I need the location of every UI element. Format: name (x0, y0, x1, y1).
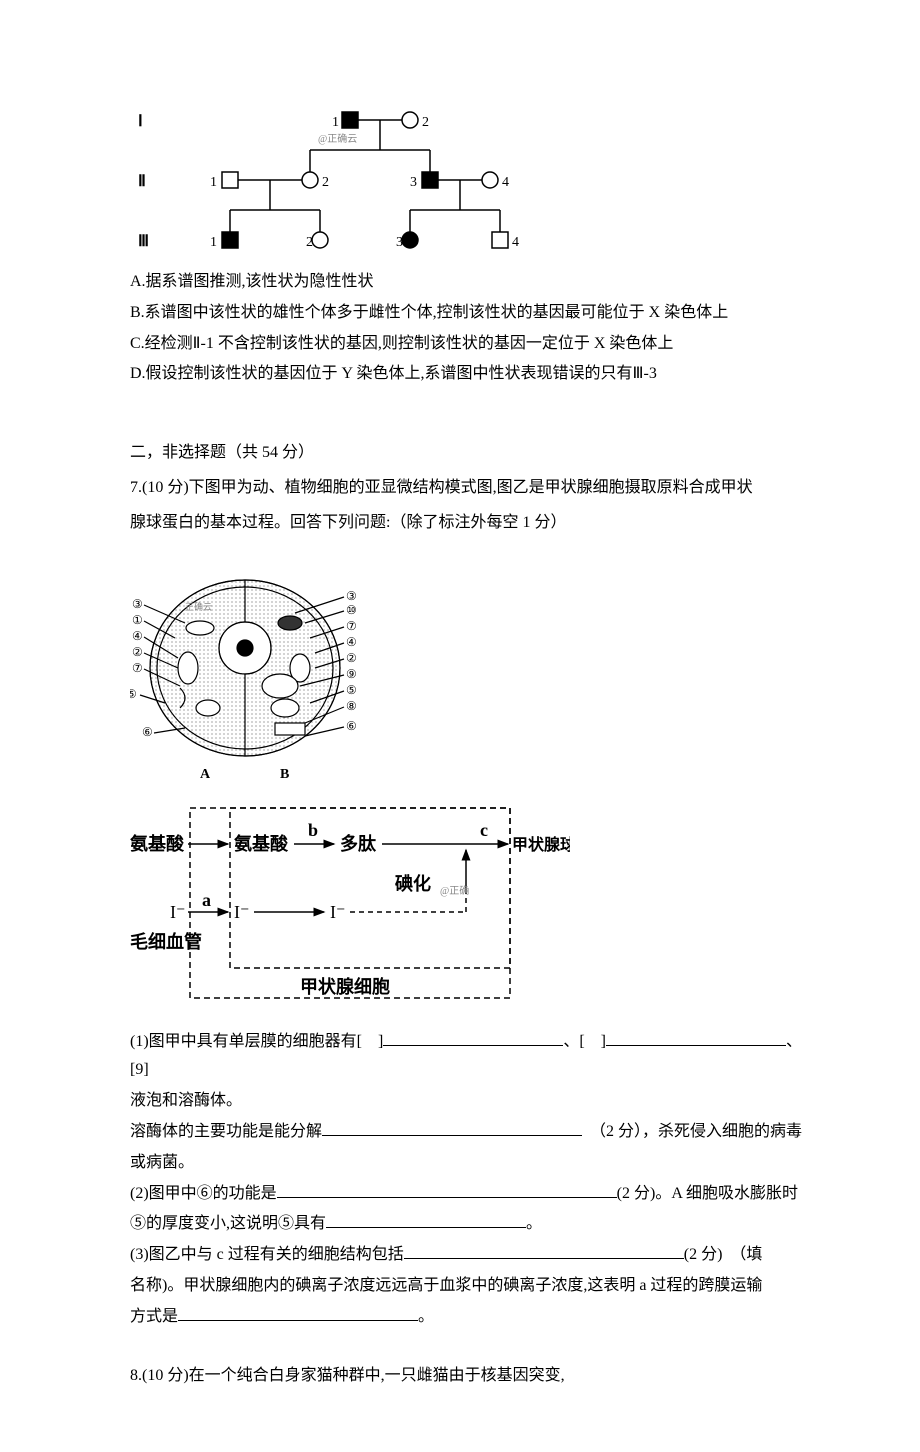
q7-1-line1: (1)图甲中具有单层膜的细胞器有[ ]、[ ]、[9] (130, 1028, 810, 1086)
q8-text: 8.(10 分)在一个纯合白身家猫种群中,一只雌猫由于核基因突变, (130, 1362, 810, 1391)
svg-text:⑤: ⑤ (346, 683, 357, 697)
q7-2d-text: 。 (526, 1215, 542, 1232)
q7-2-line1: (2)图甲中⑥的功能是 (2 分)。A 细胞吸水膨胀时 (130, 1180, 810, 1209)
svg-text:多肽: 多肽 (340, 833, 377, 854)
svg-text:a: a (202, 890, 211, 910)
svg-text:氨基酸: 氨基酸 (130, 833, 185, 854)
svg-text:2: 2 (322, 175, 329, 190)
blank-1a (383, 1028, 563, 1046)
svg-text:①: ① (132, 613, 143, 627)
q7-3a-text: (3)图乙中与 c 过程有关的细胞结构包括 (130, 1246, 404, 1263)
blank-3d (178, 1303, 418, 1321)
svg-text:1: 1 (210, 235, 217, 250)
svg-text:毛细血管: 毛细血管 (130, 931, 202, 952)
blank-1e (322, 1118, 582, 1136)
svg-text:1: 1 (210, 175, 217, 190)
option-d: D.假设控制该性状的基因位于 Y 染色体上,系谱图中性状表现错误的只有Ⅲ-3 (130, 360, 810, 389)
svg-text:⑥: ⑥ (346, 719, 357, 733)
q7-1f-text: （2 分），杀死侵入细胞的病毒 (582, 1123, 802, 1140)
q7-3d-text: 方式是 (130, 1308, 178, 1325)
svg-text:⑦: ⑦ (132, 661, 143, 675)
option-a: A.据系谱图推测,该性状为隐性性状 (130, 268, 810, 297)
svg-text:1: 1 (332, 115, 339, 130)
svg-text:氨基酸: 氨基酸 (234, 833, 289, 854)
cell-diagram: ③ ① ④ ② ⑦ ⑤ ⑥ ③ ⑩ ⑦ ④ ② ⑨ ⑤ ⑧ ⑥ A B 正确云 (130, 568, 360, 788)
svg-text:2: 2 (422, 115, 429, 130)
svg-text:③: ③ (346, 589, 357, 603)
q7-2b-text: (2 分)。A 细胞吸水膨胀时 (617, 1185, 798, 1202)
q7-intro-line2: 腺球蛋白的基本过程。回答下列问题:（除了标注外每空 1 分） (130, 509, 810, 538)
svg-text:Ⅲ: Ⅲ (138, 233, 149, 250)
svg-text:b: b (308, 820, 318, 840)
svg-text:I⁻: I⁻ (330, 902, 346, 922)
svg-text:@正确: @正确 (440, 884, 469, 897)
thyroid-process-diagram: 氨基酸 氨基酸 b 多肽 c 甲状腺球蛋白 碘化 @正确 I⁻ a I⁻ I⁻ … (130, 798, 570, 1008)
q7-1-line3: 溶酶体的主要功能是能分解 （2 分），杀死侵入细胞的病毒 (130, 1118, 810, 1147)
q7-3-line1: (3)图乙中与 c 过程有关的细胞结构包括 (2 分) （填 (130, 1241, 810, 1270)
svg-text:甲状腺球蛋白: 甲状腺球蛋白 (512, 835, 570, 854)
svg-text:3: 3 (410, 175, 417, 190)
q7-2a-text: (2)图甲中⑥的功能是 (130, 1185, 277, 1202)
svg-text:4: 4 (512, 235, 519, 250)
q7-3b-text: (2 分) （填 (684, 1246, 763, 1263)
svg-text:②: ② (346, 651, 357, 665)
option-c: C.经检测Ⅱ-1 不含控制该性状的基因,则控制该性状的基因一定位于 X 染色体上 (130, 330, 810, 359)
svg-text:正确云: 正确云 (185, 601, 212, 612)
svg-text:碘化: 碘化 (395, 873, 431, 894)
section2-title: 二，非选择题（共 54 分） (130, 439, 810, 468)
blank-3a (404, 1242, 684, 1260)
svg-text:②: ② (132, 645, 143, 659)
svg-text:c: c (480, 820, 488, 840)
svg-text:B: B (280, 767, 289, 782)
svg-text:⑥: ⑥ (142, 725, 153, 739)
svg-text:⑦: ⑦ (346, 619, 357, 633)
pedigree-diagram: Ⅰ Ⅱ Ⅲ 1 2 @正确云 1 2 3 4 (130, 100, 530, 260)
q7-1e-text: 溶酶体的主要功能是能分解 (130, 1123, 322, 1140)
svg-text:Ⅱ: Ⅱ (138, 173, 146, 190)
svg-text:Ⅰ: Ⅰ (138, 113, 143, 130)
q7-2c-text: ⑤的厚度变小,这说明⑤具有 (130, 1215, 326, 1232)
svg-text:@正确云: @正确云 (318, 132, 357, 145)
svg-text:⑩: ⑩ (346, 603, 357, 617)
blank-2c (326, 1211, 526, 1229)
q7-intro-line1: 7.(10 分)下图甲为动、植物细胞的亚显微结构模式图,图乙是甲状腺细胞摄取原料… (130, 474, 810, 503)
svg-text:3: 3 (396, 235, 403, 250)
q7-3-line2: 名称)。甲状腺细胞内的碘离子浓度远远高于血浆中的碘离子浓度,这表明 a 过程的跨… (130, 1272, 810, 1301)
svg-text:2: 2 (306, 235, 313, 250)
svg-text:甲状腺细胞: 甲状腺细胞 (300, 976, 390, 997)
q7-1-line4: 或病菌。 (130, 1149, 810, 1178)
svg-text:I⁻: I⁻ (234, 902, 250, 922)
q7-2-line2: ⑤的厚度变小,这说明⑤具有 。 (130, 1210, 810, 1239)
svg-text:4: 4 (502, 175, 509, 190)
svg-text:⑨: ⑨ (346, 667, 357, 681)
q7-3e-text: 。 (418, 1308, 434, 1325)
q7-1b-text: 、[ ] (563, 1033, 606, 1050)
svg-text:③: ③ (132, 597, 143, 611)
svg-text:⑤: ⑤ (130, 687, 137, 701)
option-b: B.系谱图中该性状的雄性个体多于雌性个体,控制该性状的基因最可能位于 X 染色体… (130, 299, 810, 328)
q7-1-line2: 液泡和溶酶体。 (130, 1087, 810, 1116)
q7-1a-text: (1)图甲中具有单层膜的细胞器有[ ] (130, 1033, 383, 1050)
blank-2a (277, 1180, 617, 1198)
svg-text:I⁻: I⁻ (170, 902, 186, 922)
svg-text:⑧: ⑧ (346, 699, 357, 713)
q7-3-line3: 方式是 。 (130, 1303, 810, 1332)
svg-text:④: ④ (346, 635, 357, 649)
blank-1b (606, 1028, 786, 1046)
svg-text:A: A (200, 767, 211, 782)
svg-text:④: ④ (132, 629, 143, 643)
